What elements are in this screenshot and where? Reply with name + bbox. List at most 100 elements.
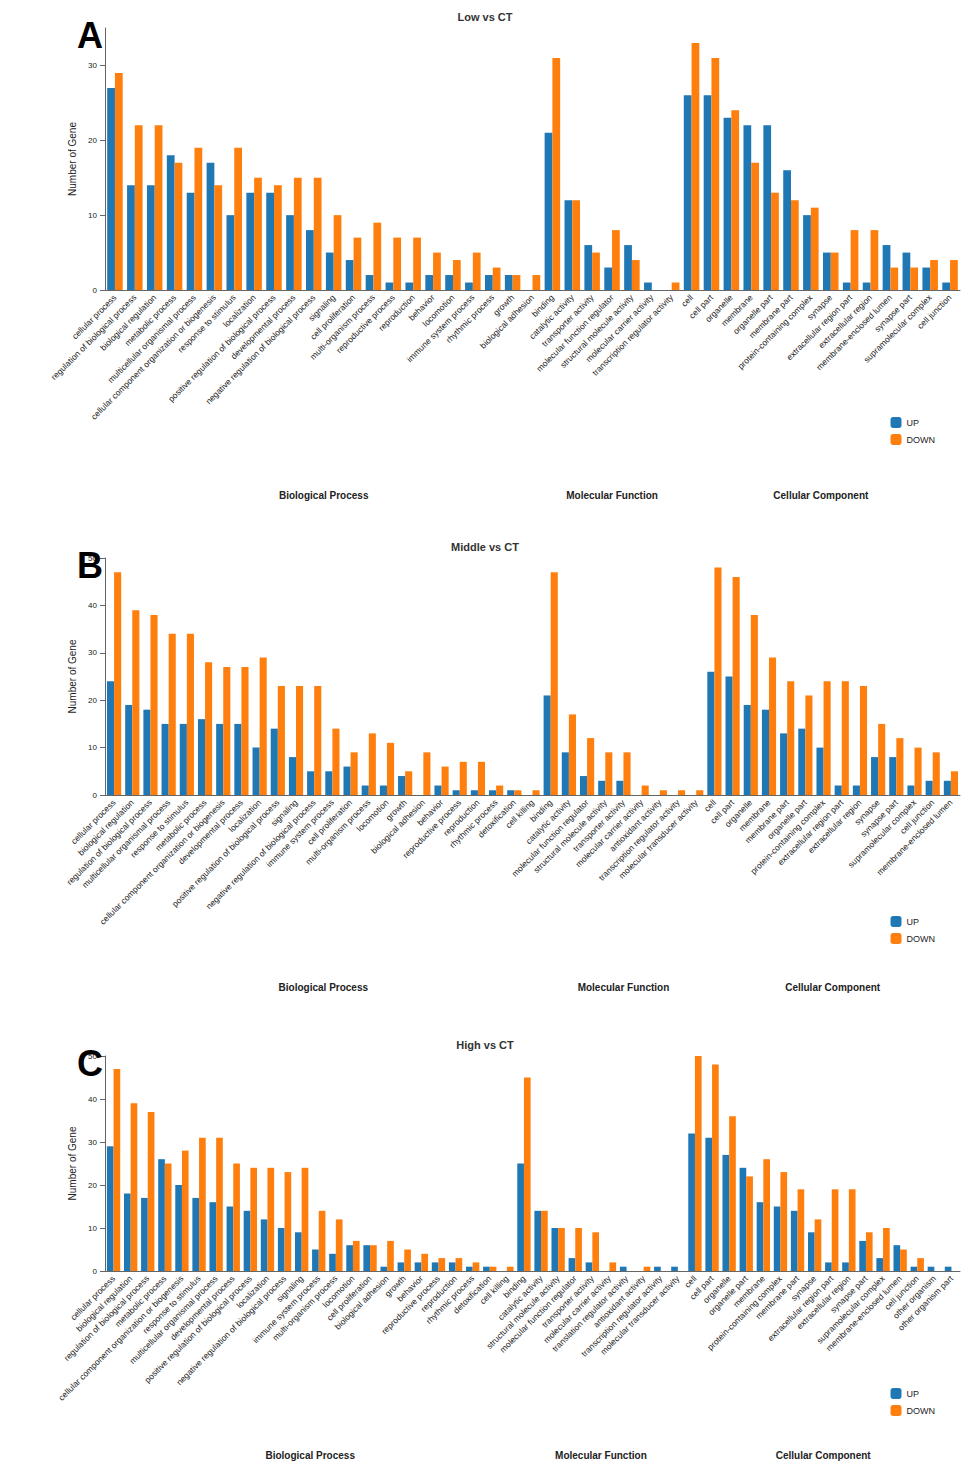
svg-text:cellular component organizatio: cellular component organization or bioge… bbox=[56, 1273, 185, 1402]
svg-text:developmental process: developmental process bbox=[176, 797, 245, 867]
svg-text:cellular component organizatio: cellular component organization or bioge… bbox=[97, 797, 227, 927]
svg-text:response to stimulus: response to stimulus bbox=[128, 797, 191, 860]
svg-text:Biological Process: Biological Process bbox=[279, 982, 369, 993]
svg-text:molecular carrier activity: molecular carrier activity bbox=[583, 292, 656, 365]
svg-text:molecular transducer activity: molecular transducer activity bbox=[617, 797, 701, 881]
svg-text:response to stimulus: response to stimulus bbox=[140, 1273, 203, 1336]
svg-text:immune system process: immune system process bbox=[404, 292, 477, 365]
svg-text:translation regulator activity: translation regulator activity bbox=[550, 1273, 631, 1354]
svg-text:Biological Process: Biological Process bbox=[265, 1450, 355, 1461]
svg-text:membrane-enclosed lumen: membrane-enclosed lumen bbox=[814, 292, 894, 372]
svg-text:regulation of biological proce: regulation of biological process bbox=[48, 292, 139, 382]
svg-text:molecular transducer activity: molecular transducer activity bbox=[598, 1273, 682, 1357]
svg-text:multi-organism process: multi-organism process bbox=[307, 292, 377, 362]
svg-text:structural molecule activity: structural molecule activity bbox=[484, 1273, 562, 1351]
svg-text:negative regulation of biologi: negative regulation of biological proces… bbox=[174, 1273, 289, 1388]
svg-text:High vs CT: High vs CT bbox=[456, 1039, 514, 1051]
svg-text:structural molecule activity: structural molecule activity bbox=[531, 797, 609, 875]
svg-text:negative regulation of biologi: negative regulation of biological proces… bbox=[204, 797, 318, 911]
svg-text:Biological Process: Biological Process bbox=[279, 490, 369, 501]
svg-text:transcription regulator activi: transcription regulator activity bbox=[596, 797, 682, 883]
svg-text:Middle vs CT: Middle vs CT bbox=[451, 541, 519, 553]
svg-text:transcription regulator activi: transcription regulator activity bbox=[590, 292, 676, 378]
svg-text:molecular carrier activity: molecular carrier activity bbox=[573, 797, 646, 870]
svg-text:Cellular Component: Cellular Component bbox=[776, 1450, 872, 1461]
svg-text:extracellular region part: extracellular region part bbox=[765, 1273, 836, 1344]
svg-text:0: 0 bbox=[93, 791, 98, 800]
svg-text:A: A bbox=[77, 15, 103, 56]
svg-text:Cellular Component: Cellular Component bbox=[773, 490, 869, 501]
svg-text:DOWN: DOWN bbox=[907, 1406, 936, 1416]
svg-text:Molecular Function: Molecular Function bbox=[566, 490, 658, 501]
svg-text:Number of Gene: Number of Gene bbox=[67, 639, 78, 713]
svg-text:regulation of biological proce: regulation of biological process bbox=[61, 1273, 152, 1363]
svg-text:supramolecular complex: supramolecular complex bbox=[846, 797, 919, 870]
svg-text:reproductive process: reproductive process bbox=[400, 797, 464, 861]
svg-text:10: 10 bbox=[88, 1224, 97, 1233]
svg-text:DOWN: DOWN bbox=[907, 934, 936, 944]
svg-text:other organism part: other organism part bbox=[896, 1273, 956, 1333]
svg-text:membrane-enclosed lumen: membrane-enclosed lumen bbox=[823, 1273, 904, 1354]
svg-text:Molecular Function: Molecular Function bbox=[578, 982, 670, 993]
svg-text:developmental process: developmental process bbox=[168, 1273, 237, 1343]
svg-text:DOWN: DOWN bbox=[907, 435, 936, 445]
svg-text:positive regulation of biologi: positive regulation of biological proces… bbox=[142, 1273, 254, 1385]
svg-text:extracellular region part: extracellular region part bbox=[775, 797, 846, 868]
svg-text:30: 30 bbox=[88, 648, 97, 657]
svg-text:developmental process: developmental process bbox=[228, 292, 298, 362]
svg-text:Molecular Function: Molecular Function bbox=[555, 1450, 647, 1461]
svg-text:positive regulation of biologi: positive regulation of biological proces… bbox=[166, 292, 278, 404]
svg-text:immune system process: immune system process bbox=[264, 797, 336, 870]
svg-text:regulation of biological proce: regulation of biological process bbox=[64, 797, 154, 887]
svg-text:UP: UP bbox=[907, 418, 920, 428]
svg-text:extracellular region part: extracellular region part bbox=[784, 292, 855, 363]
svg-text:reproductive process: reproductive process bbox=[334, 292, 397, 356]
svg-text:multicellular organismal proce: multicellular organismal process bbox=[127, 1273, 220, 1366]
svg-text:positive regulation of biologi: positive regulation of biological proces… bbox=[169, 797, 282, 909]
svg-text:Number of Gene: Number of Gene bbox=[67, 122, 78, 196]
svg-text:transcription regulator activi: transcription regulator activity bbox=[579, 1273, 665, 1359]
svg-text:immune system process: immune system process bbox=[251, 1273, 323, 1345]
svg-text:20: 20 bbox=[88, 1181, 97, 1190]
svg-text:structural molecule activity: structural molecule activity bbox=[558, 292, 636, 370]
svg-text:extracellular region: extracellular region bbox=[806, 797, 864, 855]
svg-text:30: 30 bbox=[88, 61, 97, 70]
svg-text:B: B bbox=[77, 545, 103, 586]
svg-text:Cellular Component: Cellular Component bbox=[785, 982, 881, 993]
svg-text:40: 40 bbox=[88, 1095, 97, 1104]
svg-text:response to stimulus: response to stimulus bbox=[175, 292, 238, 355]
svg-text:UP: UP bbox=[907, 1389, 920, 1399]
svg-text:20: 20 bbox=[88, 696, 97, 705]
svg-text:30: 30 bbox=[88, 1138, 97, 1147]
svg-text:supramolecular complex: supramolecular complex bbox=[861, 292, 934, 365]
svg-text:20: 20 bbox=[88, 136, 97, 145]
svg-text:cell junction: cell junction bbox=[915, 292, 954, 331]
svg-text:cellular component organizatio: cellular component organization or bioge… bbox=[89, 292, 218, 421]
svg-text:multicellular organismal proce: multicellular organismal process bbox=[79, 797, 173, 890]
svg-text:biological adhesion: biological adhesion bbox=[333, 1273, 391, 1331]
svg-text:10: 10 bbox=[88, 743, 97, 752]
svg-text:multicellular organismal proce: multicellular organismal process bbox=[105, 292, 198, 385]
svg-text:molecular carrier activity: molecular carrier activity bbox=[541, 1273, 613, 1346]
svg-text:0: 0 bbox=[93, 1267, 98, 1276]
svg-text:C: C bbox=[77, 1043, 103, 1084]
svg-text:multi-organism process: multi-organism process bbox=[303, 797, 373, 867]
svg-text:protein-containing complex: protein-containing complex bbox=[705, 1273, 784, 1353]
svg-text:multi-organism process: multi-organism process bbox=[270, 1273, 340, 1343]
svg-text:cell: cell bbox=[679, 292, 695, 308]
svg-text:UP: UP bbox=[907, 917, 920, 927]
svg-text:supramolecular complex: supramolecular complex bbox=[814, 1273, 887, 1346]
svg-text:10: 10 bbox=[88, 211, 97, 220]
svg-text:0: 0 bbox=[93, 286, 98, 295]
svg-text:molecular function regulator: molecular function regulator bbox=[509, 797, 591, 879]
svg-text:40: 40 bbox=[88, 601, 97, 610]
svg-text:protein-containing complex: protein-containing complex bbox=[748, 797, 827, 876]
svg-text:membrane-enclosed lumen: membrane-enclosed lumen bbox=[875, 797, 955, 877]
svg-text:Low vs CT: Low vs CT bbox=[457, 11, 512, 23]
svg-text:molecular function regulator: molecular function regulator bbox=[534, 292, 616, 374]
svg-text:negative regulation of biologi: negative regulation of biological proces… bbox=[204, 292, 318, 406]
svg-text:Number of Gene: Number of Gene bbox=[67, 1126, 78, 1200]
svg-text:protein-containing complex: protein-containing complex bbox=[736, 292, 815, 371]
svg-text:biological adhesion: biological adhesion bbox=[478, 292, 536, 350]
svg-text:molecular function regulator: molecular function regulator bbox=[497, 1273, 579, 1355]
